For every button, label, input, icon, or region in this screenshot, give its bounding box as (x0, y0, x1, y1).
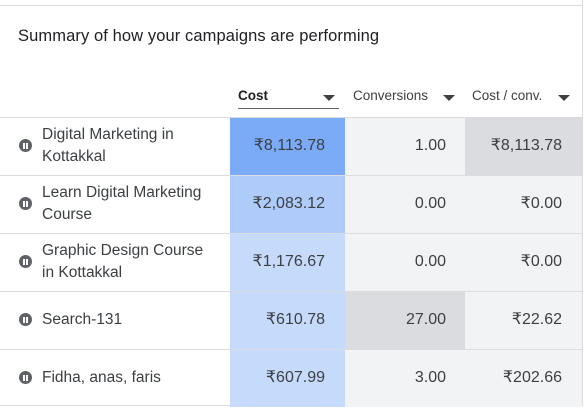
table-row[interactable]: Graphic Design Course in Kottakkal ₹1,176… (0, 233, 582, 291)
campaign-name[interactable]: Graphic Design Course in Kottakkal (42, 242, 204, 281)
conversions-cell: 0.00 (345, 234, 465, 291)
cost-cell: ₹2,083.12 (230, 176, 345, 233)
conversions-cell-value: 27.00 (405, 311, 446, 328)
column-header-cost-per-conv-label: Cost / conv. (472, 88, 543, 103)
cost-cell: ₹1,176.67 (230, 234, 345, 291)
cost-cell-value: ₹610.78 (265, 311, 325, 328)
table-row[interactable]: Learn Digital Marketing Course ₹2,083.12 0… (0, 175, 582, 233)
cost-per-conv-cell-value: ₹8,113.78 (490, 137, 562, 154)
cost-cell: ₹8,113.78 (230, 118, 345, 175)
campaign-name[interactable]: Digital Marketing in Kottakkal (42, 126, 174, 165)
cost-per-conv-cell-value: ₹0.00 (520, 253, 562, 270)
dropdown-arrow-icon[interactable] (443, 95, 455, 101)
column-header-conversions-label: Conversions (353, 88, 429, 103)
conversions-cell: 0.00 (345, 176, 465, 233)
cost-per-conv-cell-value: ₹22.62 (511, 311, 562, 328)
campaign-name[interactable]: Learn Digital Marketing Course (42, 184, 202, 223)
paused-status-icon[interactable] (19, 255, 32, 268)
paused-status-icon[interactable] (19, 313, 32, 326)
column-header-cost-per-conv[interactable]: Cost / conv. (472, 85, 574, 109)
dropdown-arrow-icon[interactable] (558, 95, 570, 101)
card-title: Summary of how your campaigns are perfor… (18, 27, 380, 45)
cost-cell: ₹607.99 (230, 350, 345, 407)
dropdown-arrow-icon[interactable] (323, 95, 335, 101)
cost-per-conv-cell-value: ₹202.66 (502, 369, 562, 386)
cost-cell-value: ₹607.99 (265, 369, 325, 386)
conversions-cell: 1.00 (345, 118, 465, 175)
paused-status-icon[interactable] (19, 197, 32, 210)
conversions-cell: 27.00 (345, 292, 465, 349)
conversions-cell-value: 3.00 (414, 369, 446, 386)
top-divider (0, 5, 582, 6)
conversions-cell: 3.00 (345, 350, 465, 407)
cost-per-conv-cell: ₹202.66 (465, 350, 582, 407)
paused-status-icon[interactable] (19, 371, 32, 384)
conversions-cell-value: 0.00 (414, 253, 446, 270)
paused-status-icon[interactable] (19, 139, 32, 152)
cost-per-conv-cell: ₹0.00 (465, 176, 582, 233)
cost-cell-value: ₹8,113.78 (253, 137, 325, 154)
cost-per-conv-cell: ₹8,113.78 (465, 118, 582, 175)
campaign-name[interactable]: Search-131 (42, 311, 123, 328)
column-header-cost[interactable]: Cost (238, 85, 339, 109)
column-header-conversions[interactable]: Conversions (353, 85, 459, 109)
conversions-cell-value: 0.00 (414, 195, 446, 212)
table-row[interactable]: Search-131 ₹610.78 27.00 ₹22.62 (0, 291, 582, 349)
conversions-cell-value: 1.00 (414, 137, 446, 154)
cost-per-conv-cell: ₹0.00 (465, 234, 582, 291)
table-row[interactable]: Fidha, anas, faris ₹607.99 3.00 ₹202.66 (0, 349, 582, 407)
cost-per-conv-cell: ₹22.62 (465, 292, 582, 349)
column-header-cost-label: Cost (238, 88, 268, 103)
cost-cell: ₹610.78 (230, 292, 345, 349)
cost-per-conv-cell-value: ₹0.00 (520, 195, 562, 212)
cost-cell-value: ₹1,176.67 (252, 253, 325, 270)
table-row[interactable]: Digital Marketing in Kottakkal ₹8,113.78 1… (0, 117, 582, 175)
cost-cell-value: ₹2,083.12 (252, 195, 325, 212)
campaign-name[interactable]: Fidha, anas, faris (42, 369, 161, 386)
